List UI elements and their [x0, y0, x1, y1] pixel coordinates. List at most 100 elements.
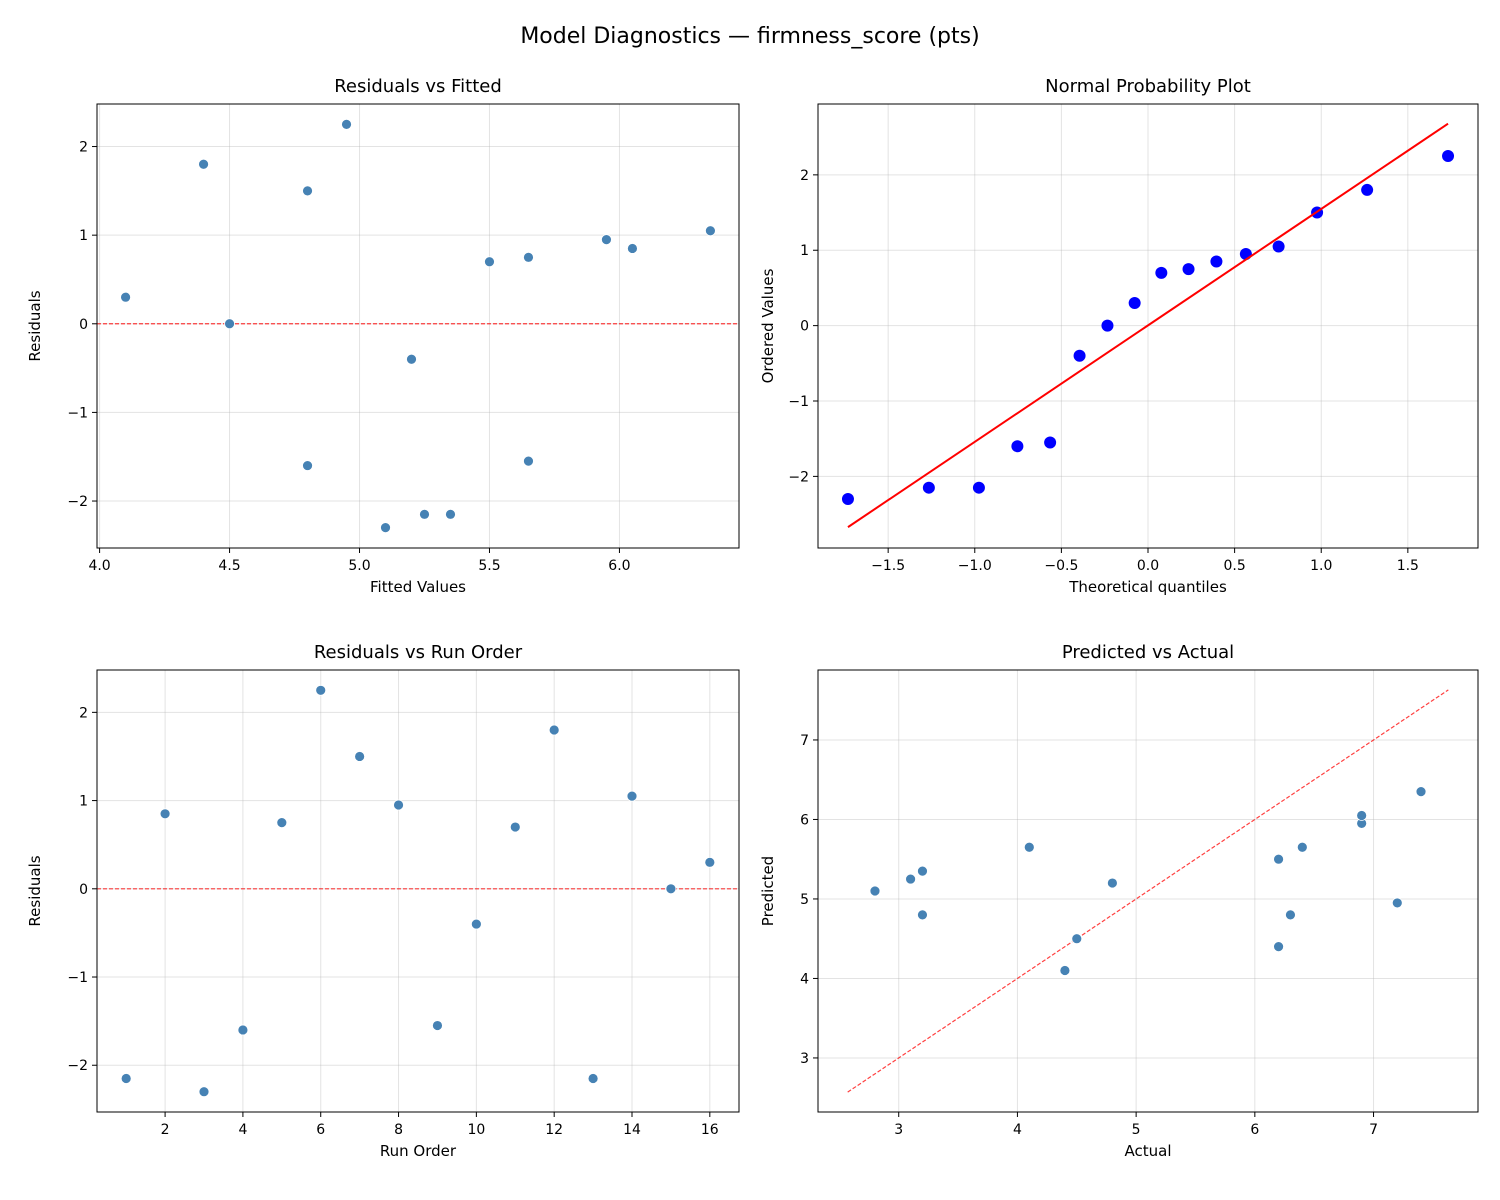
- x-tick-label: 0.0: [1137, 558, 1159, 574]
- data-point: [1285, 909, 1296, 921]
- data-point: [237, 1024, 249, 1036]
- x-axis-label: Actual: [1125, 1142, 1172, 1160]
- data-point: [1155, 266, 1168, 279]
- x-tick-label: 6.0: [608, 558, 630, 574]
- residuals-vs-fitted-subplot: 4.0 4.5 5.0 5.5 6.0 −2 −1 0 1 2 Residuals vs Fitte…: [26, 76, 740, 596]
- x-tick-label: 8: [394, 1122, 403, 1138]
- data-point: [1023, 841, 1035, 853]
- x-tick-label: 5.5: [478, 558, 500, 574]
- fit-line: [847, 122, 1449, 528]
- data-point: [1011, 440, 1024, 453]
- x-axis-label: Theoretical quantiles: [1068, 578, 1227, 596]
- y-tick-label: 4: [800, 971, 809, 987]
- data-point: [523, 455, 534, 467]
- data-point: [1361, 183, 1374, 196]
- y-axis-label: Ordered Values: [759, 268, 777, 383]
- axes-frame: [96, 669, 740, 1113]
- x-tick-label: 6: [316, 1122, 325, 1138]
- data-point: [905, 873, 916, 885]
- data-point: [1239, 248, 1252, 261]
- x-tick-label: 2: [161, 1122, 170, 1138]
- x-tick-label: 7: [1369, 1122, 1378, 1138]
- x-tick-label: 12: [545, 1122, 563, 1138]
- data-point: [1296, 841, 1308, 853]
- data-point: [1182, 263, 1195, 276]
- data-point: [1272, 240, 1285, 253]
- data-point: [315, 684, 327, 696]
- subplot-title: Residuals vs Fitted: [334, 76, 502, 97]
- subplot-title: Predicted vs Actual: [1062, 642, 1234, 663]
- data-point: [705, 225, 716, 237]
- data-point: [917, 865, 928, 877]
- data-point: [224, 318, 235, 330]
- x-tick-label: 14: [623, 1122, 641, 1138]
- data-point: [445, 508, 456, 520]
- data-point: [1442, 150, 1455, 163]
- data-point: [1044, 436, 1057, 449]
- y-tick-label: −1: [788, 394, 809, 410]
- data-point: [509, 821, 521, 833]
- y-tick-label: 0: [79, 882, 88, 898]
- y-axis-label: Residuals: [26, 855, 44, 926]
- data-point: [198, 1086, 210, 1098]
- data-point: [1101, 319, 1114, 332]
- data-point: [1415, 786, 1427, 798]
- data-point: [523, 251, 534, 263]
- data-point: [869, 885, 881, 897]
- x-tick-label: −0.5: [1044, 558, 1078, 574]
- data-point: [665, 883, 677, 895]
- y-tick-label: −1: [67, 405, 88, 421]
- y-axis-label: Residuals: [26, 290, 44, 361]
- data-point: [432, 1020, 443, 1031]
- data-point: [419, 508, 430, 520]
- y-tick-label: 3: [800, 1051, 809, 1067]
- x-tick-label: 10: [467, 1122, 485, 1138]
- data-point: [302, 460, 313, 471]
- axes-frame: [96, 103, 740, 549]
- data-point: [276, 817, 288, 829]
- x-axis-label: Run Order: [380, 1142, 457, 1160]
- data-point: [922, 481, 935, 494]
- x-tick-label: 3: [894, 1122, 903, 1138]
- data-point: [1106, 877, 1118, 889]
- x-tick-label: 4: [1013, 1122, 1022, 1138]
- data-point: [1273, 941, 1284, 953]
- data-point: [354, 751, 366, 762]
- data-point: [302, 185, 313, 197]
- figure-suptitle: Model Diagnostics — firmness_score (pts): [520, 24, 979, 49]
- y-tick-label: 2: [800, 168, 809, 184]
- y-tick-label: 1: [800, 243, 809, 259]
- subplot-title: Normal Probability Plot: [1045, 76, 1251, 97]
- y-tick-label: 0: [800, 319, 809, 335]
- data-point: [198, 158, 209, 170]
- x-tick-label: 6: [1250, 1122, 1259, 1138]
- data-point: [380, 522, 391, 534]
- data-point: [972, 481, 985, 494]
- predicted-vs-actual-subplot: 3 4 5 6 7 3 4 5 6 7 Predicted vs Actual Actual Predi…: [759, 642, 1479, 1160]
- data-point: [841, 493, 854, 506]
- identity-reference-line: [847, 689, 1449, 1093]
- x-tick-label: 1.0: [1310, 558, 1332, 574]
- data-point: [704, 856, 716, 868]
- y-tick-label: 1: [79, 228, 88, 244]
- data-point: [1391, 897, 1403, 909]
- x-axis-label: Fitted Values: [370, 578, 466, 596]
- y-tick-label: −2: [788, 469, 809, 485]
- y-tick-label: 2: [79, 705, 88, 721]
- data-point: [601, 234, 612, 245]
- data-point: [1356, 810, 1368, 821]
- x-tick-label: −1.5: [871, 558, 905, 574]
- data-point: [406, 353, 417, 365]
- y-tick-label: 7: [800, 733, 809, 749]
- x-tick-label: 5: [1132, 1122, 1141, 1138]
- y-axis-label: Predicted: [759, 856, 777, 926]
- x-tick-label: 0.5: [1223, 558, 1245, 574]
- y-tick-label: 5: [800, 892, 809, 908]
- data-point: [626, 790, 638, 802]
- data-point: [1071, 933, 1083, 945]
- x-tick-label: −1.0: [958, 558, 992, 574]
- axes-frame: [817, 103, 1479, 549]
- data-point: [484, 256, 495, 268]
